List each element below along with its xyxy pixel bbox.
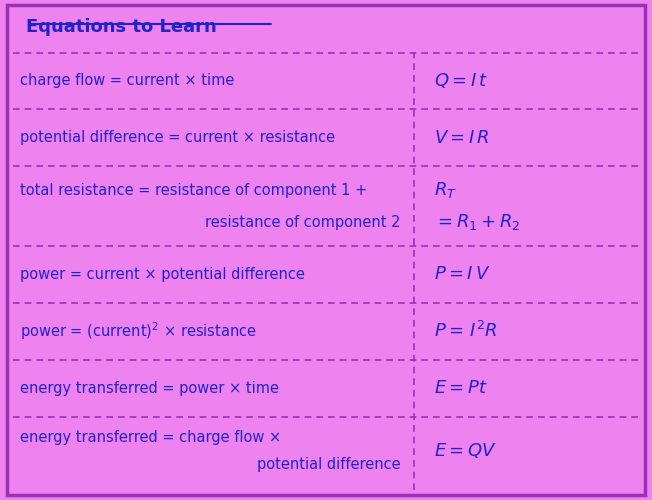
Text: resistance of component 2: resistance of component 2: [205, 214, 401, 230]
Text: potential difference: potential difference: [258, 457, 401, 472]
Text: Equations to Learn: Equations to Learn: [26, 18, 217, 36]
Text: power = (current)$^2$ × resistance: power = (current)$^2$ × resistance: [20, 320, 256, 342]
FancyBboxPatch shape: [7, 5, 645, 495]
Text: $E = QV$: $E = QV$: [434, 442, 497, 460]
Text: $R_T$: $R_T$: [434, 180, 456, 200]
Text: total resistance = resistance of component 1 +: total resistance = resistance of compone…: [20, 182, 366, 198]
Text: energy transferred = charge flow ×: energy transferred = charge flow ×: [20, 430, 281, 444]
Text: power = current × potential difference: power = current × potential difference: [20, 267, 304, 282]
Text: $= R_1 + R_2$: $= R_1 + R_2$: [434, 212, 520, 232]
Text: $P = I\,V$: $P = I\,V$: [434, 266, 490, 283]
Text: $E = Pt$: $E = Pt$: [434, 380, 488, 398]
Text: energy transferred = power × time: energy transferred = power × time: [20, 381, 278, 396]
Text: $P =\, I^2R$: $P =\, I^2R$: [434, 322, 497, 342]
Text: potential difference = current × resistance: potential difference = current × resista…: [20, 130, 334, 146]
Text: $Q = I\,t$: $Q = I\,t$: [434, 72, 488, 90]
Text: $V = I\,R$: $V = I\,R$: [434, 129, 489, 147]
Text: charge flow = current × time: charge flow = current × time: [20, 74, 234, 88]
